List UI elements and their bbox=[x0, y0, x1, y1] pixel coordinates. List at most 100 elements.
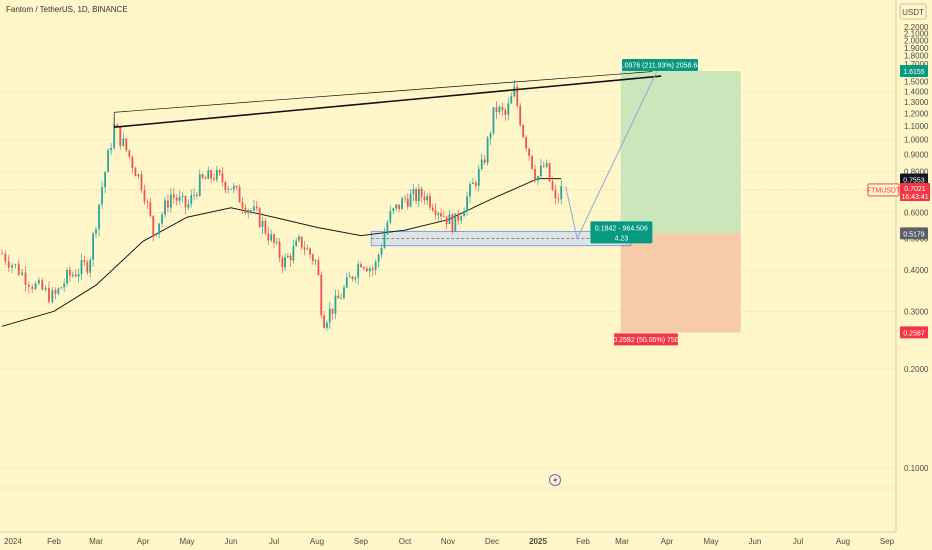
price-tick-label: 1.9000 bbox=[904, 44, 929, 53]
currency-button[interactable] bbox=[899, 3, 927, 20]
candle-body bbox=[560, 186, 563, 200]
candle-body bbox=[331, 308, 334, 314]
candle-body bbox=[469, 184, 471, 197]
stop-label-bg bbox=[614, 333, 678, 346]
candle-body bbox=[357, 264, 360, 278]
candle-body bbox=[480, 159, 483, 170]
candle-body bbox=[516, 86, 519, 106]
candle-body bbox=[415, 189, 417, 202]
price-tick-label: 1.0000 bbox=[904, 135, 929, 144]
candle-body bbox=[41, 280, 44, 290]
time-axis[interactable] bbox=[0, 532, 932, 550]
candle-body bbox=[519, 105, 522, 125]
candle-body bbox=[354, 277, 357, 280]
entry-price: 0.5179 bbox=[900, 227, 928, 240]
stop-price: 0.2587 bbox=[900, 326, 928, 339]
price-tick-label: 1.8000 bbox=[904, 52, 929, 61]
ma-price: 0.7553 bbox=[900, 173, 928, 186]
price-axis[interactable] bbox=[896, 0, 932, 550]
candle-body bbox=[326, 322, 328, 328]
candle-body bbox=[169, 194, 172, 208]
candle-body bbox=[426, 195, 429, 201]
candle-body bbox=[215, 170, 218, 180]
candle-body bbox=[190, 195, 193, 204]
candle-body bbox=[38, 280, 40, 284]
candle-body bbox=[204, 177, 207, 179]
candle-body bbox=[218, 170, 221, 174]
time-tick-label: Mar bbox=[89, 537, 103, 546]
candle-body bbox=[221, 173, 224, 183]
candle-body bbox=[392, 208, 395, 211]
projection-path[interactable] bbox=[565, 71, 658, 240]
candle-body bbox=[540, 165, 542, 177]
candle-body bbox=[522, 124, 525, 138]
position-labels: 1.0976 (211.93%) 2058.64 0.1842 - 964.506… bbox=[590, 59, 701, 346]
grid bbox=[0, 91, 896, 489]
symbol-title: Fantom / TetherUS, 1D, BINANCE bbox=[6, 5, 128, 14]
candle-body bbox=[152, 215, 155, 236]
countdown-text: 16:43:41 bbox=[901, 194, 928, 201]
long-position-tool[interactable] bbox=[620, 71, 741, 333]
symbol-tag-text: FTMUSDT bbox=[867, 187, 901, 194]
price-tick-label: 0.6000 bbox=[904, 208, 929, 217]
candle-body bbox=[445, 216, 448, 224]
candle-body bbox=[351, 276, 354, 280]
candle-body bbox=[483, 159, 486, 163]
candle-body bbox=[92, 233, 95, 260]
candle-body bbox=[247, 210, 250, 213]
candle-body bbox=[434, 210, 437, 215]
candle-body bbox=[451, 214, 454, 232]
time-tick-label: May bbox=[179, 537, 194, 546]
entry-price-bg bbox=[900, 227, 928, 240]
target-label-text: 1.0976 (211.93%) 2058.64 bbox=[619, 63, 701, 70]
entry-label-bg bbox=[590, 221, 653, 244]
stop-label-text: 0.2592 (50.05%) 750 bbox=[613, 337, 678, 344]
candle-body bbox=[250, 210, 252, 211]
candle-body bbox=[498, 106, 501, 113]
price-badges: 1.6155 0.7553 0.5179 0.2587 0.702116:43:41FT… bbox=[867, 65, 930, 339]
candle-body bbox=[406, 198, 409, 207]
candle-body bbox=[198, 174, 201, 196]
time-tick-label: Apr bbox=[661, 537, 674, 546]
projection-line bbox=[565, 71, 658, 240]
candle-body bbox=[531, 155, 533, 169]
price-tick-label: 1.1000 bbox=[904, 122, 929, 131]
candle-body bbox=[557, 198, 560, 200]
candle-body bbox=[210, 170, 213, 179]
candle-body bbox=[345, 277, 348, 288]
candle-body bbox=[323, 315, 325, 328]
candle-body bbox=[474, 182, 477, 186]
candle-body bbox=[158, 223, 161, 234]
candle-body bbox=[258, 208, 261, 227]
support-zone[interactable] bbox=[370, 230, 632, 247]
candle-body bbox=[119, 127, 122, 146]
price-tick-label: 2.2000 bbox=[904, 23, 929, 32]
symbol-tag-bg bbox=[867, 183, 900, 197]
candle-body bbox=[320, 274, 323, 316]
candle-body bbox=[371, 268, 374, 270]
time-tick-label: Sep bbox=[880, 537, 895, 546]
candle-body bbox=[429, 195, 431, 208]
channel-upper bbox=[114, 71, 653, 113]
trendlines[interactable] bbox=[113, 71, 662, 128]
ma-price-bg bbox=[900, 173, 928, 186]
candle-body bbox=[463, 210, 466, 217]
candle-body bbox=[311, 254, 314, 262]
candle-body bbox=[554, 189, 557, 199]
candle-body bbox=[101, 187, 103, 205]
time-tick-label: Aug bbox=[310, 537, 324, 546]
candle-body bbox=[328, 308, 331, 323]
candle-body bbox=[27, 284, 30, 287]
candle-body bbox=[57, 288, 60, 294]
candle-body bbox=[298, 236, 300, 241]
candle-body bbox=[551, 181, 554, 190]
candle-body bbox=[466, 196, 468, 211]
candle-body bbox=[348, 276, 351, 278]
candle-body bbox=[232, 186, 235, 190]
entry-ratio-text: 4.23 bbox=[615, 235, 629, 242]
candle-body bbox=[401, 198, 403, 210]
lightning-icon[interactable] bbox=[549, 474, 561, 486]
price-tick-label: 1.4000 bbox=[904, 87, 929, 96]
price-tick-label: 0.4000 bbox=[904, 266, 929, 275]
